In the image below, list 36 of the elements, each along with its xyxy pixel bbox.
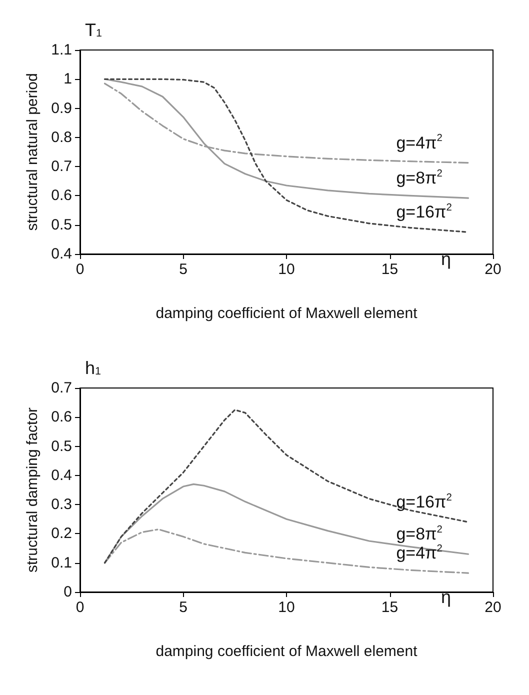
x-axis-title: damping coefficient of Maxwell element xyxy=(156,643,418,660)
x-tick-label: 20 xyxy=(484,599,502,616)
y-tick-label: 0.5 xyxy=(51,216,72,234)
y-tick-label: 0.6 xyxy=(51,187,72,204)
y-tick-label: 0.8 xyxy=(51,128,72,146)
x-tick-label: 5 xyxy=(179,261,188,278)
y-tick-label: 0.2 xyxy=(51,525,72,542)
y-axis-title: structural natural period xyxy=(24,73,41,231)
y-tick-label: 0.4 xyxy=(51,246,72,262)
chart-title: h1 xyxy=(85,358,102,378)
chart-title: T1 xyxy=(85,20,102,40)
y-axis-title: structural damping factor xyxy=(24,407,41,573)
x-tick-label: 0 xyxy=(76,261,84,278)
y-tick-label: 1 xyxy=(64,70,72,88)
x-tick-label: 15 xyxy=(381,261,398,278)
x-tick-label: 5 xyxy=(179,599,188,616)
y-tick-label: 0.6 xyxy=(51,408,72,426)
y-tick-label: 0.4 xyxy=(51,466,72,484)
x-tick-label: 0 xyxy=(76,599,84,616)
y-tick-label: 0.7 xyxy=(51,380,72,396)
x-tick-label: 10 xyxy=(278,599,295,616)
y-tick-label: 0.9 xyxy=(51,100,72,117)
y-tick-label: 0.7 xyxy=(51,158,72,176)
x-axis-title: damping coefficient of Maxwell element xyxy=(156,305,418,322)
y-tick-label: 0.3 xyxy=(51,496,72,514)
y-tick-label: 0.1 xyxy=(51,554,72,572)
annotation: η xyxy=(440,587,452,607)
annotation: η xyxy=(440,249,452,269)
y-tick-label: 1.1 xyxy=(51,42,72,58)
x-tick-label: 15 xyxy=(381,599,398,616)
line-series xyxy=(104,409,470,564)
x-tick-label: 20 xyxy=(484,261,502,278)
x-tick-label: 10 xyxy=(278,261,295,278)
line-series xyxy=(104,78,470,199)
y-tick-label: 0 xyxy=(64,584,72,600)
y-tick-label: 0.5 xyxy=(51,438,72,455)
